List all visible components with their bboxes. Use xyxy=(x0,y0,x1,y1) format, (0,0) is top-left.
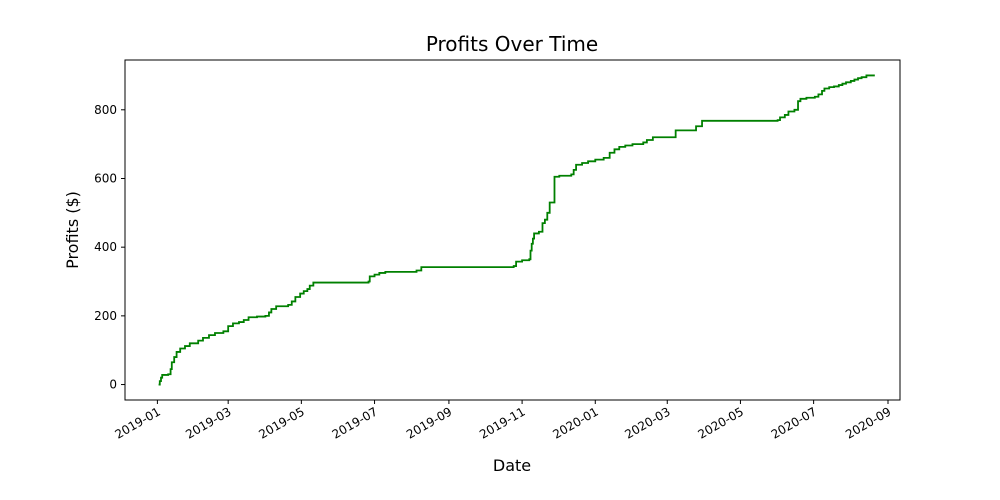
x-tick-label: 2020-07 xyxy=(769,404,819,441)
profit-series-line xyxy=(158,74,875,386)
x-tick-label: 2019-11 xyxy=(477,404,527,441)
y-tick-label: 800 xyxy=(94,103,117,117)
y-tick-label: 200 xyxy=(94,309,117,323)
x-axis-ticks: 2019-01 2019-03 2019-05 2019-07 2019-09 2019-… xyxy=(112,400,894,442)
x-tick-label: 2020-09 xyxy=(843,404,893,441)
y-tick-label: 0 xyxy=(109,378,117,392)
x-tick-label: 2020-05 xyxy=(696,404,746,441)
y-axis-ticks: 0 200 400 600 800 xyxy=(94,103,125,392)
x-tick-label: 2019-03 xyxy=(183,404,233,441)
y-axis-label: Profits ($) xyxy=(63,191,82,269)
y-tick-label: 600 xyxy=(94,171,117,185)
x-tick-label: 2019-05 xyxy=(256,404,306,441)
x-tick-label: 2019-09 xyxy=(404,404,454,441)
y-tick-label: 400 xyxy=(94,240,117,254)
plot-area xyxy=(125,60,900,400)
chart-title: Profits Over Time xyxy=(426,32,598,56)
x-tick-label: 2019-07 xyxy=(330,404,380,441)
x-axis-label: Date xyxy=(493,456,531,475)
x-tick-label: 2020-01 xyxy=(550,404,600,441)
plot-frame xyxy=(124,59,901,401)
x-tick-label: 2020-03 xyxy=(622,404,672,441)
x-tick-label: 2019-01 xyxy=(112,404,162,441)
